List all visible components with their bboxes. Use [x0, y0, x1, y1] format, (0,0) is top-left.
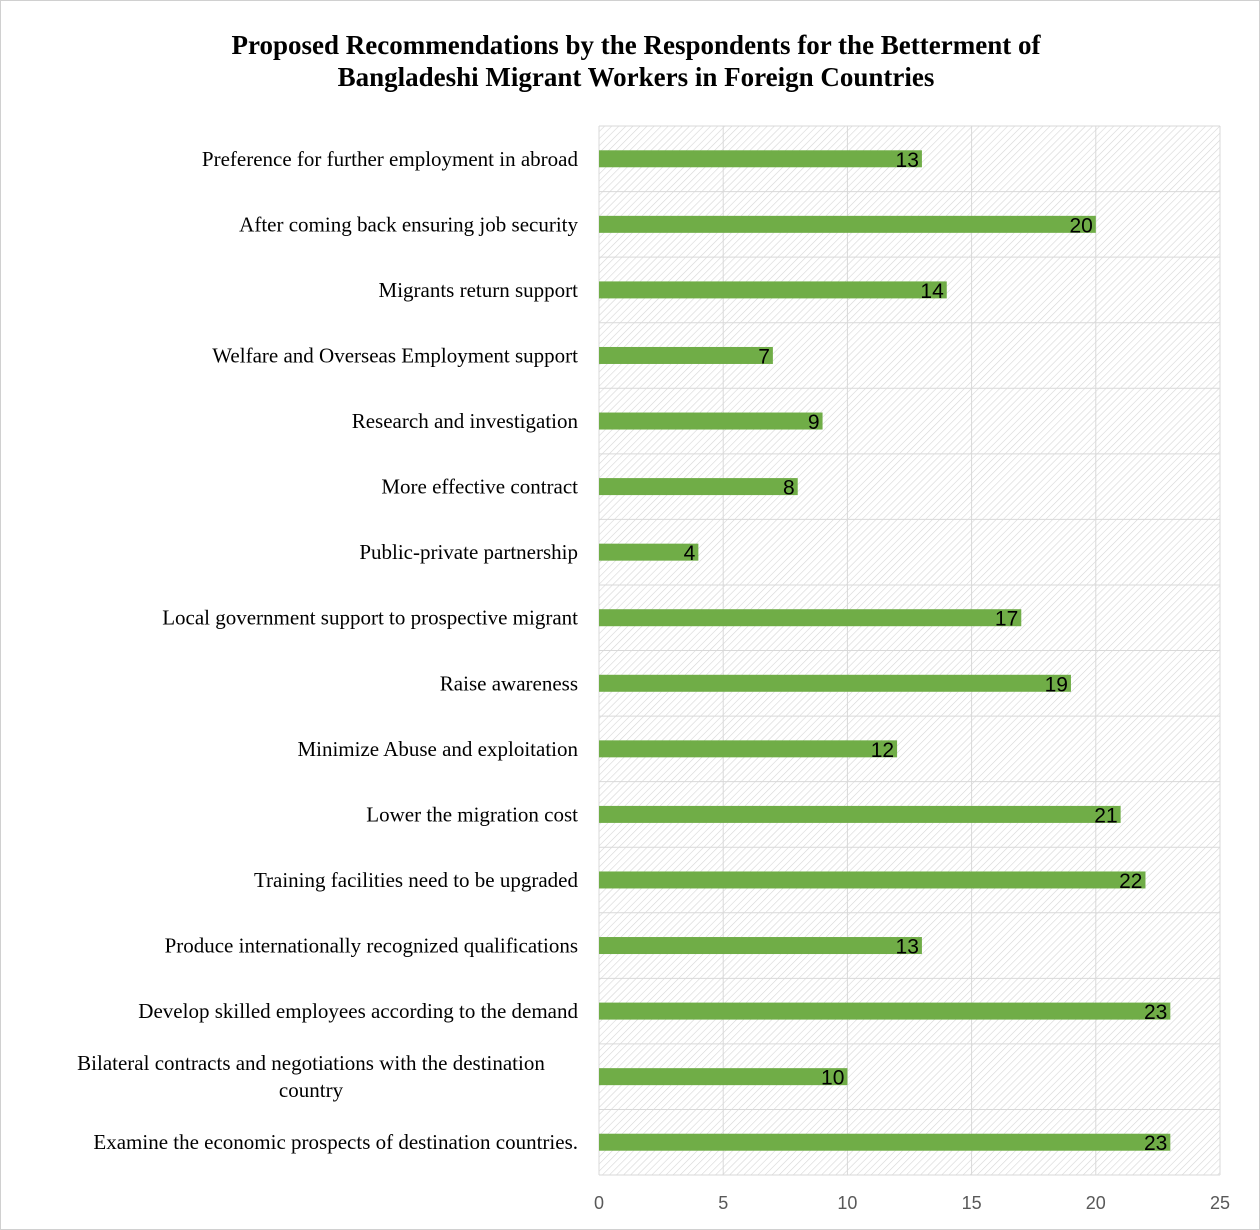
category-label-line: Minimize Abuse and exploitation [297, 737, 578, 761]
category-label: Welfare and Overseas Employment support [212, 343, 578, 367]
bar [599, 937, 922, 955]
bar [599, 543, 699, 561]
category-label: Raise awareness [440, 671, 578, 695]
bar [599, 609, 1022, 627]
bar [599, 1002, 1171, 1020]
bar [599, 478, 798, 496]
category-label: Training facilities need to be upgraded [254, 868, 579, 892]
category-label-line: Preference for further employment in abr… [202, 147, 579, 171]
category-label: Produce internationally recognized quali… [165, 934, 578, 958]
x-tick-label: 25 [1210, 1193, 1230, 1213]
category-label: Local government support to prospective … [162, 606, 578, 630]
category-label-line: Public-private partnership [359, 540, 578, 564]
category-label-line: country [279, 1078, 344, 1102]
data-label: 10 [821, 1067, 844, 1090]
x-tick-label: 20 [1086, 1193, 1106, 1213]
bar [599, 674, 1071, 692]
category-label-line: Lower the migration cost [366, 802, 578, 826]
data-label: 7 [758, 345, 770, 368]
data-label: 19 [1045, 673, 1068, 696]
bar [599, 740, 898, 758]
bar [599, 346, 773, 364]
bar [599, 1133, 1171, 1151]
chart-title-line-1: Proposed Recommendations by the Responde… [231, 30, 1041, 60]
category-label-line: Raise awareness [440, 671, 578, 695]
category-label-line: Training facilities need to be upgraded [254, 868, 579, 892]
category-label: Migrants return support [379, 278, 579, 302]
bar [599, 412, 823, 430]
bar [599, 215, 1096, 233]
category-label-line: After coming back ensuring job security [239, 212, 578, 236]
category-label-line: Examine the economic prospects of destin… [93, 1130, 578, 1154]
category-label-line: Develop skilled employees according to t… [138, 999, 578, 1023]
category-label-line: Welfare and Overseas Employment support [212, 343, 578, 367]
data-label: 23 [1144, 1132, 1167, 1155]
x-tick-label: 10 [837, 1193, 857, 1213]
data-label: 4 [684, 542, 696, 565]
plot-area: 13 Preference for further employment in a… [77, 125, 1230, 1213]
data-label: 23 [1144, 1001, 1167, 1024]
x-tick-label: 0 [594, 1193, 604, 1213]
data-label: 12 [871, 739, 894, 762]
bar [599, 281, 947, 299]
category-label-line: Research and investigation [352, 409, 579, 433]
category-label: Develop skilled employees according to t… [138, 999, 578, 1023]
data-label: 14 [920, 280, 944, 303]
category-label-line: Produce internationally recognized quali… [165, 934, 578, 958]
data-label: 22 [1119, 870, 1142, 893]
category-label-line: Bilateral contracts and negotiations wit… [77, 1051, 545, 1075]
category-label: Examine the economic prospects of destin… [93, 1130, 578, 1154]
category-label: Bilateral contracts and negotiations wit… [77, 1051, 545, 1102]
category-label-line: Local government support to prospective … [162, 606, 578, 630]
data-label: 13 [896, 936, 919, 959]
category-label-line: Migrants return support [379, 278, 579, 302]
chart-title: Proposed Recommendations by the Responde… [121, 29, 1151, 93]
category-label: Research and investigation [352, 409, 579, 433]
bar [599, 805, 1121, 823]
data-label: 9 [808, 411, 820, 434]
bar [599, 150, 922, 168]
bar [599, 1068, 848, 1086]
data-label: 17 [995, 608, 1018, 631]
data-label: 20 [1069, 214, 1092, 237]
category-label: More effective contract [381, 475, 578, 499]
x-tick-label: 15 [962, 1193, 982, 1213]
x-tick-label: 5 [718, 1193, 728, 1213]
category-label: Public-private partnership [359, 540, 578, 564]
category-label: After coming back ensuring job security [239, 212, 578, 236]
category-label: Lower the migration cost [366, 802, 578, 826]
category-label: Minimize Abuse and exploitation [297, 737, 578, 761]
chart-title-line-2: Bangladeshi Migrant Workers in Foreign C… [337, 62, 935, 92]
data-label: 8 [783, 477, 795, 500]
category-label-line: More effective contract [381, 475, 578, 499]
data-label: 21 [1094, 804, 1117, 827]
category-label: Preference for further employment in abr… [202, 147, 579, 171]
bar [599, 871, 1146, 889]
data-label: 13 [896, 149, 919, 172]
